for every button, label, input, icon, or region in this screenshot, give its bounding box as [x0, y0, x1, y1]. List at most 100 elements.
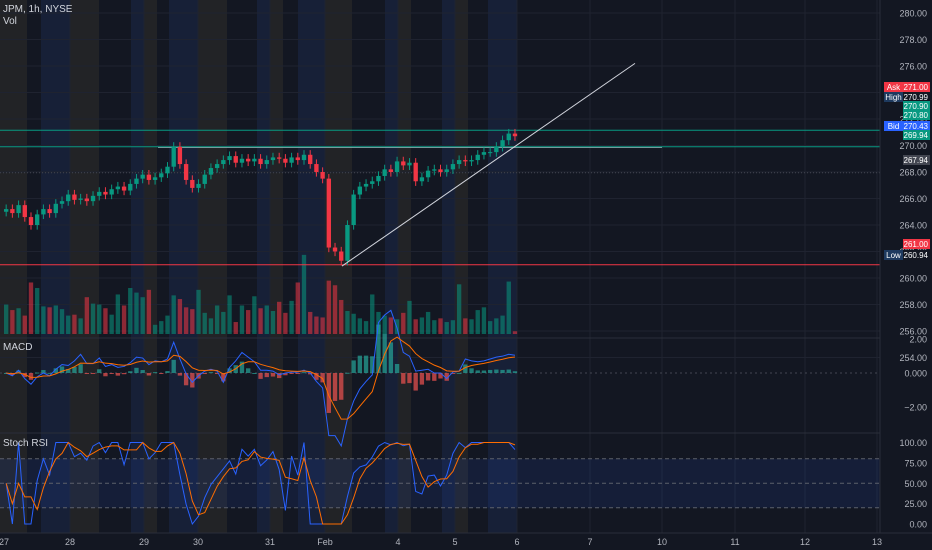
candle-body — [438, 169, 443, 172]
time-tick-label: 10 — [657, 537, 667, 547]
volume-bar — [332, 285, 338, 334]
candle-body — [4, 209, 9, 212]
volume-bar — [28, 282, 34, 334]
volume-legend[interactable]: Vol — [3, 16, 17, 27]
candle-body — [444, 169, 449, 172]
volume-bar — [140, 297, 145, 334]
volume-bar — [475, 310, 480, 334]
stoch-rsi-legend[interactable]: Stoch RSI — [3, 438, 49, 449]
price-tick-label: 256.00 — [899, 327, 927, 337]
stoch-tick-label: 50.00 — [904, 479, 927, 489]
candle-body — [196, 183, 201, 188]
time-tick-label: 6 — [514, 537, 519, 547]
candle-body — [115, 186, 121, 190]
badge-value-box — [903, 239, 930, 249]
macd-histogram-bar — [115, 373, 121, 376]
candle-body — [506, 133, 511, 141]
candle-body — [308, 154, 313, 165]
macd-legend[interactable]: MACD — [3, 342, 33, 353]
candle-body — [500, 140, 505, 147]
volume-bar — [512, 331, 518, 334]
price-tick-label: 260.00 — [899, 274, 927, 284]
macd-histogram-bar — [109, 373, 114, 374]
candle-body — [72, 194, 77, 200]
candle-body — [463, 160, 468, 162]
session-premarket-band — [0, 0, 27, 533]
macd-histogram-bar — [283, 373, 288, 376]
time-tick-label: 13 — [872, 537, 882, 547]
symbol-legend[interactable]: JPM, 1h, NYSE — [3, 4, 73, 15]
macd-tick-label: 0.000 — [904, 369, 927, 379]
badge-value: 271.00 — [904, 83, 929, 92]
macd-tick-label: −2.00 — [904, 403, 927, 413]
session-premarket-band — [198, 0, 227, 533]
volume-bar — [159, 321, 164, 334]
volume-bar — [47, 307, 52, 334]
volume-bar — [270, 311, 276, 334]
candle-body — [90, 195, 96, 202]
macd-histogram-bar — [438, 373, 443, 379]
uptrend-line — [341, 62, 636, 267]
volume-bar — [500, 315, 505, 334]
volume-bar — [72, 314, 77, 334]
volume-bar — [115, 294, 121, 334]
candle-body — [345, 225, 350, 261]
candle-body — [283, 158, 288, 163]
volume-bar — [494, 318, 499, 334]
macd-histogram-bar — [41, 370, 46, 373]
candle-body — [363, 183, 369, 187]
badge-value: 261.00 — [904, 240, 929, 249]
volume-bar — [252, 296, 257, 334]
time-axis[interactable]: 27 28 29 30 31 Feb 4 5 6 7 10 11 12 13 — [0, 537, 882, 547]
candle-body — [264, 160, 269, 165]
badge-value-box — [903, 92, 930, 102]
badge-value: 270.99 — [904, 93, 929, 102]
macd-histogram-bar — [506, 369, 511, 373]
volume-bar — [363, 321, 369, 334]
macd-histogram-bar — [177, 373, 183, 376]
badge-value: 270.43 — [904, 122, 929, 131]
macd-histogram-bar — [128, 371, 133, 373]
stoch-band-fill — [0, 458, 880, 508]
volume-bar — [432, 320, 437, 334]
volume-bar — [481, 307, 487, 334]
time-tick-label: 27 — [0, 537, 9, 547]
macd-histogram-bar — [97, 369, 102, 373]
macd-histogram-bar — [208, 372, 214, 374]
macd-pane — [0, 309, 880, 448]
time-tick-label: Feb — [317, 537, 333, 547]
volume-bar — [382, 315, 387, 334]
stoch-rsi-pane — [0, 441, 880, 526]
volume-bar — [357, 318, 363, 334]
volume-bar — [407, 300, 412, 334]
candle-body — [134, 178, 139, 184]
candle-body — [481, 152, 487, 155]
macd-histogram-bar — [407, 373, 412, 384]
candle-body — [16, 205, 21, 214]
candle-body — [202, 174, 207, 184]
candle-body — [252, 158, 257, 162]
candle-body — [22, 205, 27, 218]
volume-bar — [53, 305, 58, 334]
candle-body — [103, 191, 108, 195]
volume-bar — [4, 304, 9, 334]
time-tick-label: 7 — [587, 537, 592, 547]
macd-histogram-bar — [487, 369, 493, 373]
volume-bar — [320, 317, 325, 334]
candle-body — [245, 158, 251, 162]
macd-histogram-bar — [28, 373, 34, 380]
macd-histogram-bar — [301, 372, 307, 374]
volume-bar — [438, 318, 443, 334]
trend-lines[interactable] — [341, 62, 636, 267]
session-premarket-band — [398, 0, 411, 533]
macd-histogram-bar — [16, 370, 21, 373]
macd-axis[interactable]: 2.00 0.000 −2.00 — [904, 335, 927, 413]
volume-bar — [103, 308, 108, 334]
candle-body — [326, 178, 331, 248]
volume-bar — [295, 282, 300, 334]
badge-value: 260.94 — [904, 251, 929, 260]
badge-value-box — [903, 130, 930, 140]
volume-bar — [401, 312, 406, 334]
stoch-rsi-axis[interactable]: 100.00 75.00 50.00 25.00 0.00 — [899, 438, 927, 530]
